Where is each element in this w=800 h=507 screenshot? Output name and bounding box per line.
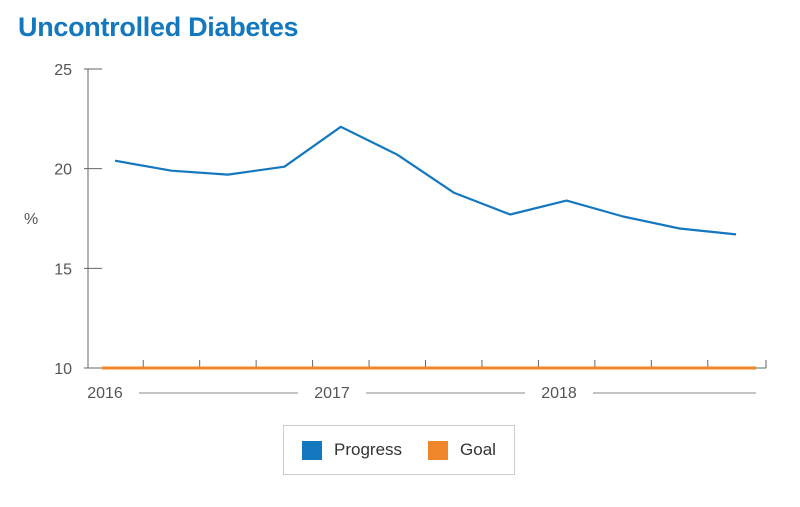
x-year-label-2018: 2018 xyxy=(541,385,577,402)
chart-title: Uncontrolled Diabetes xyxy=(18,12,299,42)
y-axis: 10 15 20 25 xyxy=(54,62,102,378)
legend: Progress Goal xyxy=(283,425,515,475)
y-tick-label-20: 20 xyxy=(54,162,72,179)
legend-swatch-progress xyxy=(302,440,323,460)
legend-swatch-goal xyxy=(428,440,449,460)
series-line-progress xyxy=(114,125,737,236)
legend-item-progress[interactable]: Progress xyxy=(302,440,402,460)
x-year-label-2017: 2017 xyxy=(314,385,350,402)
x-axis: 2016 2017 2018 xyxy=(87,360,767,402)
y-tick-label-15: 15 xyxy=(54,261,72,278)
series-layer xyxy=(102,125,756,370)
legend-label-goal: Goal xyxy=(460,440,496,459)
y-axis-label: % xyxy=(24,211,38,228)
legend-item-goal[interactable]: Goal xyxy=(428,440,496,460)
legend-label-progress: Progress xyxy=(334,440,403,459)
line-chart: 10 15 20 25 2016 2017 2018 % xyxy=(24,62,767,402)
x-year-label-2016: 2016 xyxy=(87,385,123,402)
y-tick-label-10: 10 xyxy=(54,361,72,378)
y-tick-label-25: 25 xyxy=(54,62,72,79)
